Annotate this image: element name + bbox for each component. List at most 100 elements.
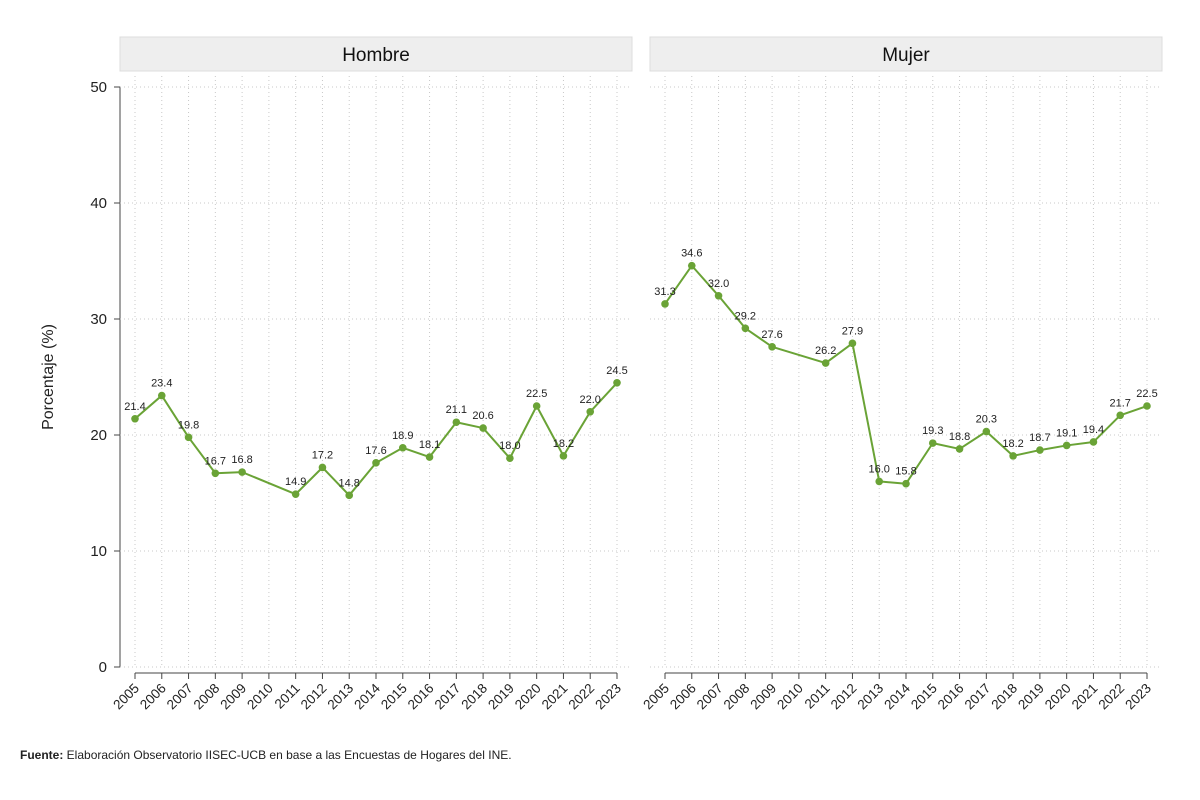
data-point	[982, 427, 991, 436]
x-tick-label: 2013	[854, 681, 886, 713]
source-note: Fuente: Elaboración Observatorio IISEC-U…	[20, 748, 512, 762]
panel-title: Mujer	[882, 45, 930, 66]
series-line	[134, 382, 618, 497]
x-tick-label: 2015	[378, 681, 410, 713]
data-label: 34.6	[681, 248, 702, 260]
x-tick-label: 2007	[164, 681, 196, 713]
data-point	[1062, 441, 1071, 450]
y-axis-label: Porcentaje (%)	[40, 324, 57, 430]
x-tick-label: 2009	[217, 681, 249, 713]
data-label: 17.6	[365, 445, 386, 457]
series-line	[664, 264, 1148, 485]
data-label: 18.2	[1002, 438, 1023, 450]
data-point	[345, 491, 354, 500]
data-point	[1036, 446, 1044, 454]
data-point	[1009, 452, 1017, 460]
data-label: 26.2	[815, 345, 836, 357]
data-point	[452, 418, 461, 427]
data-label: 18.8	[949, 431, 970, 443]
x-tick-label: 2010	[244, 681, 276, 713]
data-label: 19.3	[922, 425, 943, 437]
data-point	[559, 452, 568, 460]
data-label: 18.9	[392, 430, 413, 442]
data-point	[768, 343, 776, 351]
source-text: Elaboración Observatorio IISEC-UCB en ba…	[63, 748, 512, 762]
x-tick-label: 2017	[962, 681, 994, 713]
x-tick-label: 2016	[405, 681, 437, 713]
x-tick-label: 2011	[272, 681, 303, 712]
data-point	[1116, 411, 1125, 420]
x-tick-label: 2009	[747, 681, 779, 713]
data-point	[425, 453, 434, 461]
x-tick-label: 2014	[351, 680, 383, 712]
data-label: 17.2	[312, 449, 333, 461]
y-tick-label: 40	[90, 195, 107, 212]
x-tick-label: 2010	[774, 681, 806, 713]
x-tick-label: 2017	[432, 681, 464, 713]
data-point	[211, 469, 220, 478]
data-label: 16.7	[205, 455, 226, 467]
x-tick-label: 2023	[1122, 681, 1154, 713]
x-tick-label: 2012	[828, 681, 860, 713]
y-tick-label: 20	[90, 427, 107, 444]
x-tick-label: 2005	[640, 681, 672, 713]
data-point	[687, 261, 696, 270]
data-label: 31.3	[654, 286, 675, 298]
data-label: 19.1	[1056, 427, 1077, 439]
data-label: 18.7	[1029, 432, 1050, 444]
x-tick-label: 2019	[485, 681, 517, 713]
data-label: 23.4	[151, 378, 172, 390]
data-label: 22.5	[526, 388, 547, 400]
data-label: 20.6	[472, 410, 493, 422]
panel-header	[649, 36, 1163, 72]
data-label: 22.0	[580, 394, 601, 406]
x-tick-label: 2008	[721, 681, 753, 713]
data-point	[318, 463, 327, 472]
x-tick-label: 2014	[881, 680, 913, 712]
data-point	[398, 443, 407, 452]
y-tick-label: 10	[90, 543, 107, 560]
data-label: 16.0	[869, 463, 890, 475]
x-tick-label: 2023	[592, 681, 624, 713]
data-point	[131, 414, 139, 423]
y-tick-label: 0	[99, 659, 107, 676]
data-label: 15.8	[895, 466, 916, 478]
panel-header	[119, 36, 633, 72]
x-tick-label: 2006	[667, 681, 699, 713]
data-label: 32.0	[708, 278, 729, 290]
x-tick-label: 2018	[988, 681, 1020, 713]
data-point	[613, 379, 621, 387]
data-label: 21.1	[446, 404, 467, 416]
data-label: 22.5	[1136, 388, 1157, 400]
data-point	[848, 339, 857, 348]
data-point	[1143, 402, 1151, 410]
data-point	[184, 433, 193, 442]
data-point	[479, 424, 487, 432]
x-tick-label: 2021	[539, 681, 571, 713]
data-point	[506, 454, 514, 463]
data-label: 29.2	[735, 310, 756, 322]
y-tick-label: 30	[90, 311, 107, 328]
data-label: 21.4	[124, 401, 145, 413]
data-label: 18.2	[553, 438, 574, 450]
data-point	[821, 359, 830, 367]
data-label: 18.0	[499, 440, 520, 452]
x-tick-label: 2022	[1095, 681, 1127, 713]
data-point	[661, 300, 669, 308]
x-tick-label: 2006	[137, 681, 169, 713]
data-label: 14.9	[285, 476, 306, 488]
data-point	[532, 402, 541, 410]
data-label: 14.8	[339, 477, 360, 489]
x-tick-label: 2020	[512, 681, 544, 713]
data-label: 21.7	[1110, 397, 1131, 409]
x-tick-label: 2008	[191, 681, 223, 713]
data-label: 18.1	[419, 439, 440, 451]
data-point	[928, 439, 937, 447]
data-point	[902, 479, 910, 488]
x-tick-label: 2021	[1069, 681, 1101, 713]
x-tick-label: 2019	[1015, 681, 1047, 713]
panel-title: Hombre	[342, 45, 410, 66]
data-label: 19.4	[1083, 424, 1104, 436]
data-point	[157, 391, 166, 400]
